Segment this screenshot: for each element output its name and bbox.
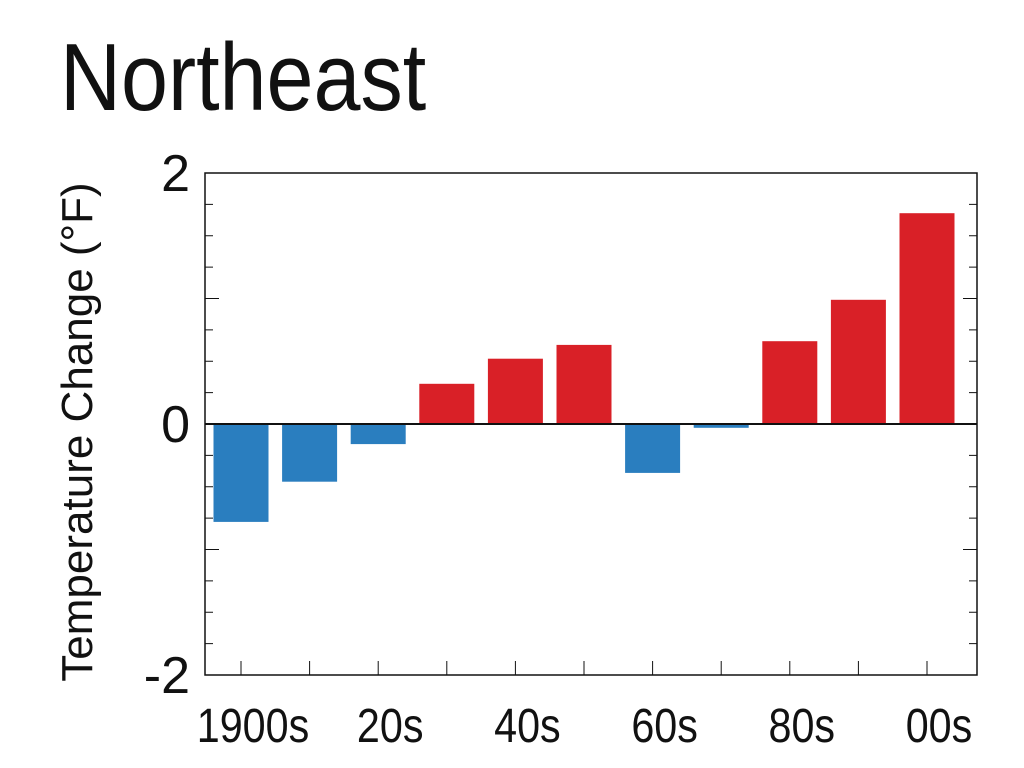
bar (899, 213, 955, 424)
x-tick-label: 60s (631, 699, 698, 753)
y-tick-label: 2 (161, 145, 190, 203)
bar (625, 424, 681, 473)
bar (693, 424, 749, 428)
y-tick-label: 0 (161, 396, 190, 454)
chart-title: Northeast (60, 24, 426, 131)
bar (213, 424, 269, 522)
x-tick-label: 00s (906, 699, 973, 753)
bar (282, 424, 338, 482)
x-tick-label: 40s (494, 699, 561, 753)
bar (419, 383, 475, 424)
x-tick-label: 1900s (197, 699, 309, 753)
y-axis-label: Temperature Change (°F) (53, 182, 102, 681)
x-tick-label: 80s (769, 699, 836, 753)
bar (556, 344, 612, 424)
bar (350, 424, 406, 445)
bar (762, 341, 818, 424)
bar (487, 358, 543, 424)
y-tick-label: -2 (144, 647, 190, 705)
bar (830, 299, 886, 424)
x-tick-label: 20s (357, 699, 424, 753)
